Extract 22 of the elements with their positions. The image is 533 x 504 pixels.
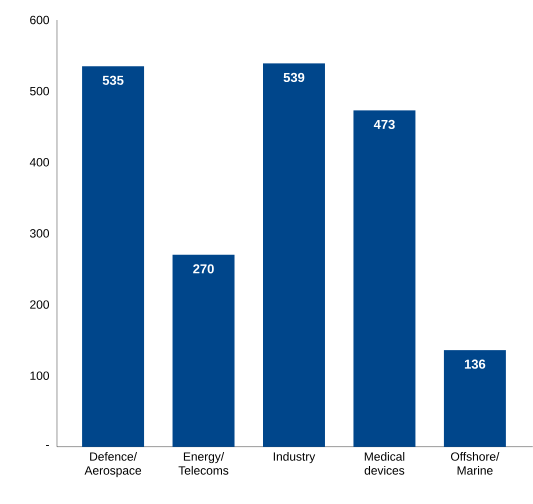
- data-label: 473: [374, 120, 395, 130]
- y-tick-label: 100: [30, 372, 50, 380]
- x-tick-label: Offshore/ Marine: [451, 452, 500, 475]
- x-tick-label: Energy/ Telecoms: [178, 452, 228, 475]
- data-label: 270: [193, 264, 214, 274]
- x-tick-label: Defence/ Aerospace: [84, 452, 142, 478]
- bar: [444, 350, 506, 447]
- y-tick-label: -: [46, 445, 49, 446]
- y-tick-label: 600: [30, 16, 50, 24]
- bar: [172, 254, 235, 447]
- y-tick-label: 500: [30, 87, 50, 96]
- bar: [263, 63, 325, 447]
- bar: [353, 110, 416, 447]
- y-tick-label: 300: [30, 229, 50, 238]
- x-tick-label: Medical devices: [364, 452, 404, 475]
- data-label: 535: [102, 76, 124, 85]
- y-tick-label: 400: [30, 158, 50, 167]
- data-label: 539: [284, 72, 304, 82]
- x-tick-label: Industry: [274, 452, 316, 464]
- data-label: 136: [464, 360, 486, 369]
- bar: [82, 66, 144, 447]
- y-tick-label: 200: [30, 300, 50, 309]
